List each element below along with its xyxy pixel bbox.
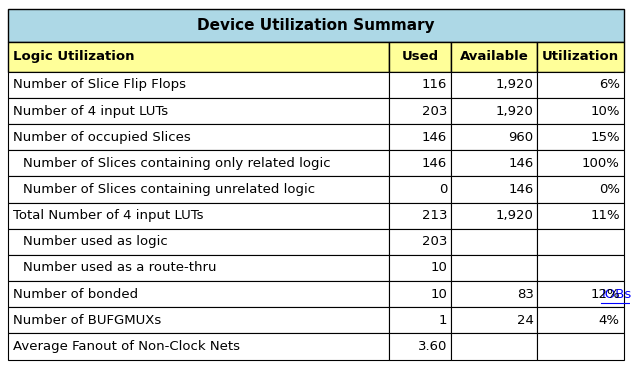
Bar <box>537 176 624 203</box>
Bar <box>390 229 451 255</box>
Bar <box>390 203 451 229</box>
Text: 960: 960 <box>509 131 534 144</box>
Bar <box>390 333 451 359</box>
Bar <box>537 72 624 98</box>
Bar <box>537 255 624 281</box>
Bar <box>8 281 390 307</box>
Text: 1,920: 1,920 <box>496 209 534 222</box>
Text: 146: 146 <box>422 157 447 170</box>
Bar <box>451 255 537 281</box>
Bar <box>451 98 537 124</box>
Text: 100%: 100% <box>582 157 620 170</box>
Bar <box>390 72 451 98</box>
Bar <box>451 42 537 72</box>
Bar <box>8 9 624 42</box>
Bar <box>451 307 537 333</box>
Bar <box>390 281 451 307</box>
Bar <box>8 203 390 229</box>
Text: Number of bonded: Number of bonded <box>13 288 142 300</box>
Bar <box>8 150 390 176</box>
Text: 203: 203 <box>422 235 447 249</box>
Text: 116: 116 <box>422 78 447 92</box>
Bar <box>451 124 537 150</box>
Bar <box>8 176 390 203</box>
Bar <box>451 281 537 307</box>
Bar <box>451 229 537 255</box>
Text: Total Number of 4 input LUTs: Total Number of 4 input LUTs <box>13 209 203 222</box>
Text: 4%: 4% <box>599 314 620 327</box>
Text: 24: 24 <box>517 314 534 327</box>
Bar <box>390 176 451 203</box>
Bar <box>390 150 451 176</box>
Text: 15%: 15% <box>590 131 620 144</box>
Bar <box>390 307 451 333</box>
Bar <box>537 42 624 72</box>
Bar <box>537 203 624 229</box>
Text: Device Utilization Summary: Device Utilization Summary <box>197 18 435 33</box>
Text: Number of Slices containing unrelated logic: Number of Slices containing unrelated lo… <box>24 183 316 196</box>
Text: 213: 213 <box>422 209 447 222</box>
Text: Utilization: Utilization <box>542 51 619 63</box>
Bar <box>8 333 390 359</box>
Bar <box>537 281 624 307</box>
Text: 6%: 6% <box>599 78 620 92</box>
Bar <box>8 307 390 333</box>
Text: Average Fanout of Non-Clock Nets: Average Fanout of Non-Clock Nets <box>13 340 240 353</box>
Bar <box>537 333 624 359</box>
Text: Number used as a route-thru: Number used as a route-thru <box>24 261 217 274</box>
Bar <box>8 229 390 255</box>
Bar <box>451 333 537 359</box>
Bar <box>451 150 537 176</box>
Text: Number of 4 input LUTs: Number of 4 input LUTs <box>13 105 168 117</box>
Text: 0%: 0% <box>599 183 620 196</box>
Text: 146: 146 <box>508 183 534 196</box>
Bar <box>8 124 390 150</box>
Bar <box>390 255 451 281</box>
Bar <box>390 98 451 124</box>
Text: 3.60: 3.60 <box>418 340 447 353</box>
Text: Number used as logic: Number used as logic <box>24 235 168 249</box>
Text: IOBs: IOBs <box>601 288 631 300</box>
Text: Number of Slices containing only related logic: Number of Slices containing only related… <box>24 157 331 170</box>
Bar <box>451 203 537 229</box>
Bar <box>537 124 624 150</box>
Text: 0: 0 <box>439 183 447 196</box>
Text: Number of BUFGMUXs: Number of BUFGMUXs <box>13 314 161 327</box>
Bar <box>8 42 390 72</box>
Text: 1,920: 1,920 <box>496 78 534 92</box>
Text: 203: 203 <box>422 105 447 117</box>
Text: Used: Used <box>402 51 439 63</box>
Bar <box>537 98 624 124</box>
Text: Available: Available <box>460 51 528 63</box>
Bar <box>537 229 624 255</box>
Bar <box>537 307 624 333</box>
Text: 10%: 10% <box>590 105 620 117</box>
Bar <box>8 255 390 281</box>
Text: 12%: 12% <box>590 288 620 300</box>
Bar <box>451 176 537 203</box>
Text: 146: 146 <box>422 131 447 144</box>
Bar <box>390 42 451 72</box>
Text: 1: 1 <box>439 314 447 327</box>
Text: 1,920: 1,920 <box>496 105 534 117</box>
Text: 83: 83 <box>517 288 534 300</box>
Text: Number of Slice Flip Flops: Number of Slice Flip Flops <box>13 78 186 92</box>
Text: Number of occupied Slices: Number of occupied Slices <box>13 131 190 144</box>
Text: 11%: 11% <box>590 209 620 222</box>
Bar <box>390 124 451 150</box>
Bar <box>451 72 537 98</box>
Text: 146: 146 <box>508 157 534 170</box>
Bar <box>8 98 390 124</box>
Bar <box>537 150 624 176</box>
Text: 10: 10 <box>431 261 447 274</box>
Text: Logic Utilization: Logic Utilization <box>13 51 134 63</box>
Bar <box>8 72 390 98</box>
Text: 10: 10 <box>431 288 447 300</box>
